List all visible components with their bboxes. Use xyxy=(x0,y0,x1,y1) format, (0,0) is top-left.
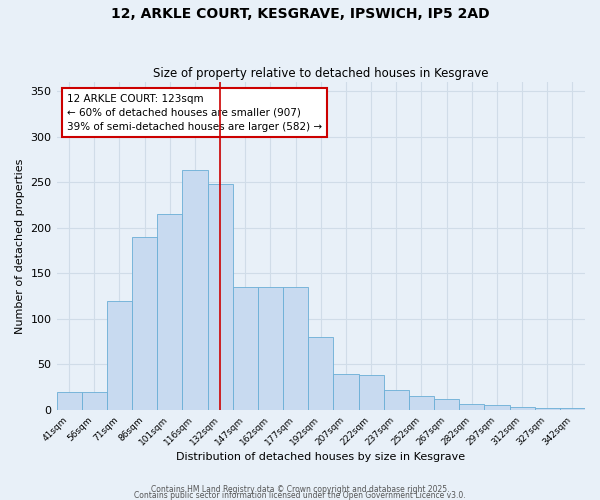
Bar xyxy=(308,337,334,410)
Bar xyxy=(82,392,107,410)
Text: Contains public sector information licensed under the Open Government Licence v3: Contains public sector information licen… xyxy=(134,490,466,500)
Bar xyxy=(484,406,509,410)
Bar xyxy=(334,374,359,410)
Bar xyxy=(359,376,383,410)
Bar xyxy=(107,300,132,410)
Bar xyxy=(383,390,409,410)
Bar xyxy=(509,408,535,410)
Bar xyxy=(409,396,434,410)
Bar xyxy=(132,237,157,410)
X-axis label: Distribution of detached houses by size in Kesgrave: Distribution of detached houses by size … xyxy=(176,452,466,462)
Bar xyxy=(434,399,459,410)
Y-axis label: Number of detached properties: Number of detached properties xyxy=(15,158,25,334)
Bar xyxy=(560,408,585,410)
Bar xyxy=(258,287,283,410)
Bar xyxy=(56,392,82,410)
Bar xyxy=(283,287,308,410)
Bar xyxy=(157,214,182,410)
Bar xyxy=(182,170,208,410)
Bar xyxy=(535,408,560,410)
Text: 12 ARKLE COURT: 123sqm
← 60% of detached houses are smaller (907)
39% of semi-de: 12 ARKLE COURT: 123sqm ← 60% of detached… xyxy=(67,94,322,132)
Bar xyxy=(208,184,233,410)
Title: Size of property relative to detached houses in Kesgrave: Size of property relative to detached ho… xyxy=(153,66,488,80)
Text: Contains HM Land Registry data © Crown copyright and database right 2025.: Contains HM Land Registry data © Crown c… xyxy=(151,485,449,494)
Bar xyxy=(459,404,484,410)
Bar xyxy=(233,287,258,410)
Text: 12, ARKLE COURT, KESGRAVE, IPSWICH, IP5 2AD: 12, ARKLE COURT, KESGRAVE, IPSWICH, IP5 … xyxy=(110,8,490,22)
